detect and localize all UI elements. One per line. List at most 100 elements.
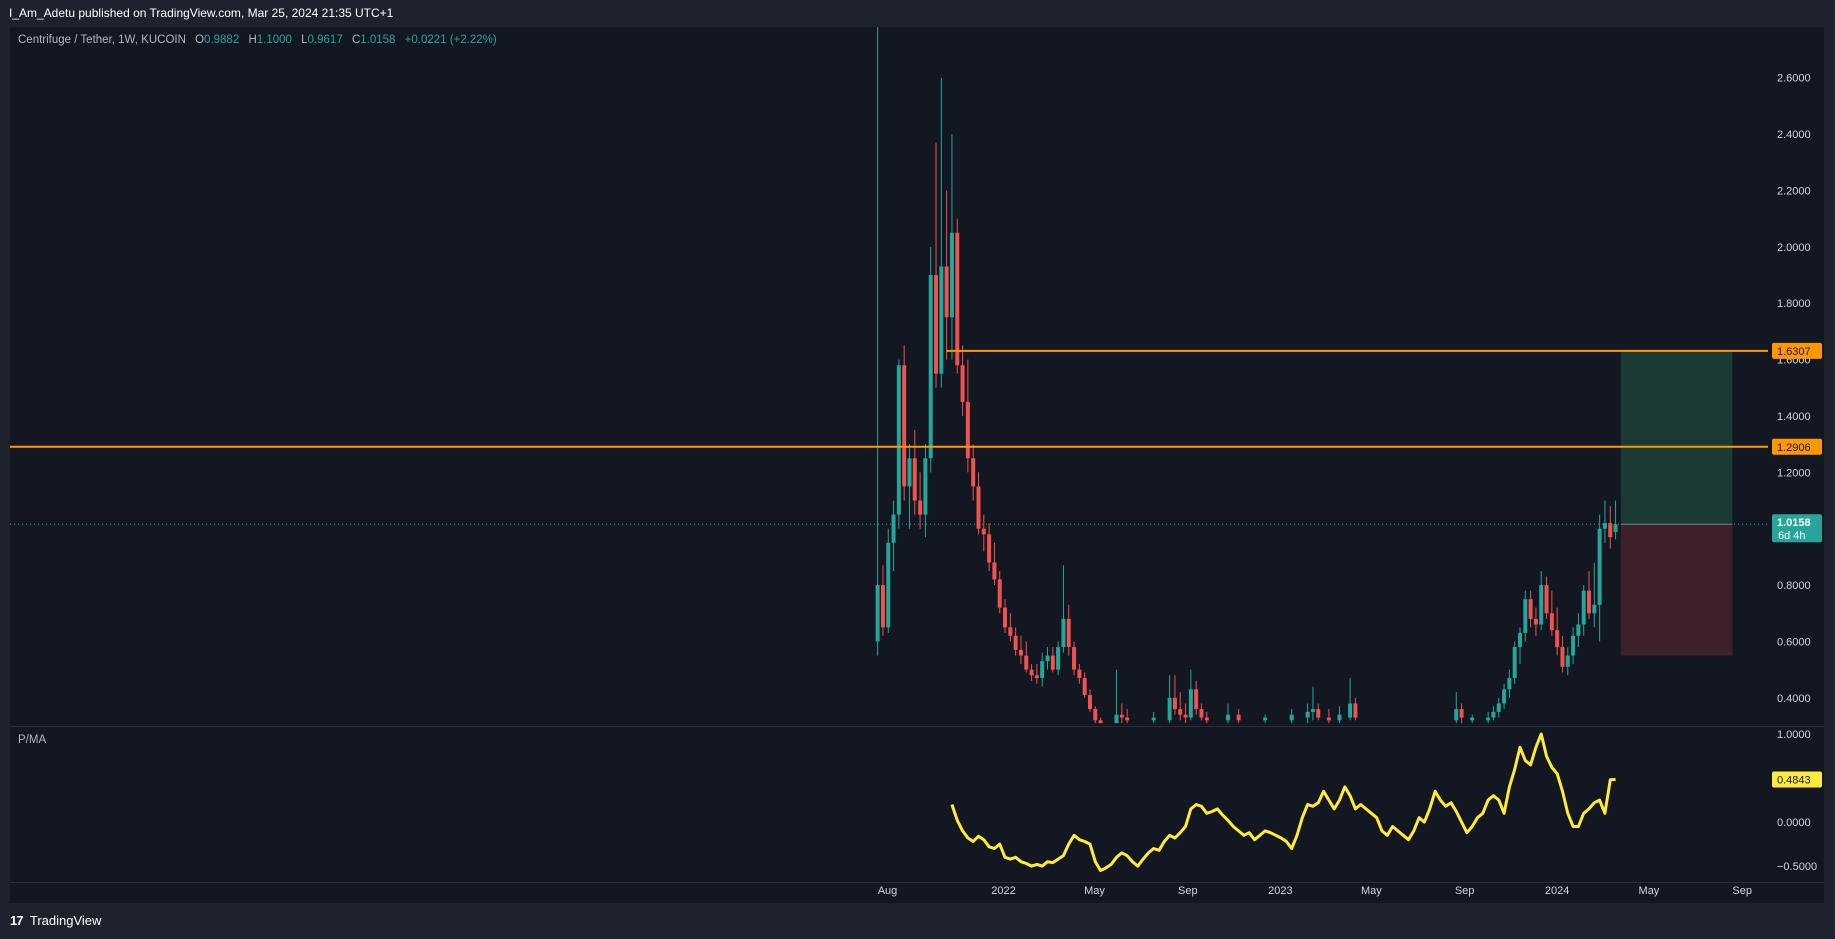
candle-body bbox=[1003, 607, 1008, 628]
candle-body bbox=[1459, 709, 1464, 718]
price-axis-tick-label: 2.2000 bbox=[1777, 185, 1811, 197]
change-value: +0.0221 (+2.22%) bbox=[404, 34, 497, 46]
candle-body bbox=[1263, 717, 1268, 721]
price-axis-tick-label: 1.4000 bbox=[1777, 411, 1811, 423]
candle-body bbox=[912, 458, 917, 501]
candle-body bbox=[1204, 717, 1209, 721]
time-axis-label: May bbox=[1084, 885, 1105, 897]
current-price-label: 1.0158 bbox=[1777, 517, 1811, 529]
candle-body bbox=[939, 266, 944, 374]
time-axis-label: 2022 bbox=[991, 885, 1015, 897]
price-axis-tick-label: 2.6000 bbox=[1777, 73, 1811, 85]
candle-body bbox=[1151, 717, 1156, 721]
candle-body bbox=[1167, 697, 1172, 721]
publish-header: I_Am_Adetu published on TradingView.com,… bbox=[0, 0, 1835, 27]
price-axis-tick-label: 2.4000 bbox=[1777, 129, 1811, 141]
candle-body bbox=[1544, 585, 1549, 614]
candle-body bbox=[1194, 689, 1199, 710]
candle-body bbox=[1608, 523, 1613, 538]
symbol-legend: Centrifuge / Tether, 1W, KUCOIN O0.9882 … bbox=[18, 34, 497, 46]
candle-body bbox=[1560, 647, 1565, 667]
candle-body bbox=[1528, 599, 1533, 619]
candle-body bbox=[1289, 714, 1294, 721]
candle-body bbox=[1565, 655, 1570, 667]
level-price-label: 1.6307 bbox=[1777, 346, 1811, 358]
candle-body bbox=[928, 275, 933, 459]
open-value: 0.9882 bbox=[204, 34, 240, 46]
candle-body bbox=[880, 585, 885, 628]
pma-line bbox=[950, 732, 1616, 873]
candle-body bbox=[1581, 590, 1586, 625]
candle-body bbox=[1013, 635, 1018, 650]
level-price-label: 1.2906 bbox=[1777, 442, 1811, 454]
footer: 17 TradingView bbox=[0, 903, 1835, 939]
candle-body bbox=[1056, 647, 1061, 670]
candle-body bbox=[907, 458, 912, 487]
candle-body bbox=[875, 585, 880, 642]
price-axis-tick-label: 0.4000 bbox=[1777, 693, 1811, 705]
bar-countdown-label: 6d 4h bbox=[1778, 530, 1806, 542]
indicator-value-label: 0.4843 bbox=[1777, 774, 1811, 786]
candle-body bbox=[902, 365, 907, 487]
time-axis-label: Sep bbox=[1178, 885, 1198, 897]
candle-body bbox=[1486, 717, 1491, 721]
candle-body bbox=[1045, 655, 1050, 662]
chart-svg[interactable]: 0.40000.60000.80001.00001.20001.40001.60… bbox=[10, 27, 1824, 903]
candle-body bbox=[1061, 618, 1066, 648]
chart-frame[interactable]: 0.40000.60000.80001.00001.20001.40001.60… bbox=[10, 27, 1824, 903]
stop-zone bbox=[1620, 524, 1733, 656]
time-axis-label: May bbox=[1639, 885, 1660, 897]
candle-body bbox=[1034, 675, 1039, 679]
candle-body bbox=[987, 534, 992, 563]
candle-body bbox=[1613, 524, 1618, 533]
candle-body bbox=[1236, 714, 1241, 721]
candle-body bbox=[1523, 599, 1528, 633]
candle-body bbox=[1571, 635, 1576, 656]
candle-body bbox=[1592, 604, 1597, 614]
candle-body bbox=[1072, 647, 1077, 670]
candle-body bbox=[1512, 647, 1517, 679]
close-key: C bbox=[351, 34, 361, 46]
candle-body bbox=[965, 401, 970, 459]
candle-body bbox=[1082, 678, 1087, 695]
candle-body bbox=[1098, 720, 1103, 724]
candle-body bbox=[971, 458, 976, 487]
candle-body bbox=[1502, 689, 1507, 704]
candle-body bbox=[1018, 649, 1023, 656]
target-zone bbox=[1620, 350, 1733, 525]
candle-body bbox=[886, 542, 891, 628]
candle-body bbox=[1029, 669, 1034, 676]
candle-body bbox=[981, 528, 986, 535]
level-price-tag bbox=[1772, 438, 1822, 455]
candle-body bbox=[1114, 714, 1119, 724]
candle-body bbox=[1125, 717, 1130, 721]
candle-body bbox=[949, 232, 954, 318]
candle-body bbox=[1602, 523, 1607, 529]
low-value: 0.9617 bbox=[307, 34, 343, 46]
candle-body bbox=[1119, 714, 1124, 718]
indicator-label[interactable]: P/MA bbox=[18, 734, 47, 746]
indicator-axis-tick-label: 0.0000 bbox=[1777, 817, 1811, 829]
brand-name[interactable]: TradingView bbox=[29, 913, 102, 928]
candle-body bbox=[997, 579, 1002, 608]
candle-body bbox=[1576, 624, 1581, 636]
publish-info: I_Am_Adetu published on TradingView.com,… bbox=[9, 6, 394, 20]
candle-body bbox=[1555, 630, 1560, 648]
current-price-tag bbox=[1772, 514, 1822, 543]
candle-body bbox=[1188, 689, 1193, 718]
symbol-name[interactable]: Centrifuge / Tether, 1W, KUCOIN bbox=[18, 34, 186, 46]
tradingview-logo-icon[interactable]: 17 bbox=[10, 913, 24, 928]
candle-body bbox=[976, 486, 981, 529]
candle-body bbox=[1040, 661, 1045, 679]
candle-body bbox=[1507, 678, 1512, 690]
candle-body bbox=[934, 275, 939, 374]
candle-body bbox=[1587, 590, 1592, 614]
candle-body bbox=[1597, 528, 1602, 605]
price-axis-tick-label: 1.8000 bbox=[1777, 298, 1811, 310]
candle-body bbox=[1050, 655, 1055, 670]
candle-body bbox=[891, 514, 896, 543]
candle-body bbox=[955, 232, 960, 366]
candle-body bbox=[1496, 703, 1501, 712]
candle-body bbox=[944, 266, 949, 318]
candle-body bbox=[1199, 709, 1204, 718]
